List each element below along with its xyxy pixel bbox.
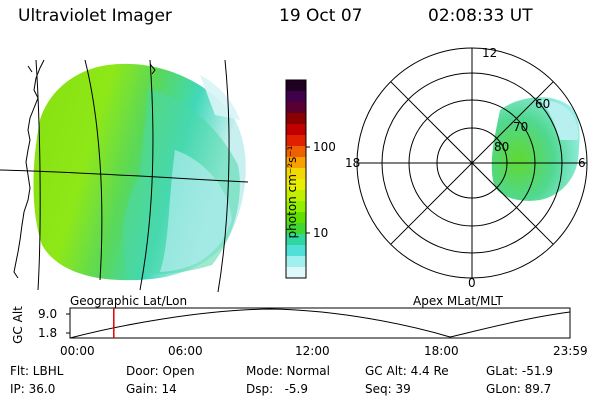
colorbar-segment xyxy=(286,124,306,136)
colorbar-segment xyxy=(286,146,306,158)
mlt-label-18: 18 xyxy=(345,156,361,170)
time-tick-0600: 06:00 xyxy=(168,344,203,358)
colorbar-segment xyxy=(286,245,306,257)
colorbar-segment xyxy=(286,234,306,246)
altitude-plot xyxy=(66,307,571,339)
colorbar-segment xyxy=(286,223,306,235)
colorbar-segment xyxy=(286,267,306,279)
geographic-grid xyxy=(0,59,249,293)
mlat-label-70: 70 xyxy=(513,120,529,134)
altitude-ylabel: GC Alt xyxy=(11,306,25,344)
instrument-title: Ultraviolet Imager xyxy=(18,6,172,26)
geographic-caption: Geographic Lat/Lon xyxy=(70,294,188,308)
colorbar-segment xyxy=(286,190,306,202)
altitude-ytick-max: 9.0 xyxy=(38,307,58,321)
mlt-label-6: 6 xyxy=(578,156,586,170)
coastline xyxy=(27,65,33,73)
gain-info: Gain: 14 xyxy=(126,382,177,396)
gc-alt-info: GC Alt: 4.4 Re xyxy=(365,364,449,378)
colorbar-segment xyxy=(286,91,306,103)
colorbar-segment xyxy=(286,168,306,180)
colorbar-segment xyxy=(286,113,306,125)
colorbar-segment xyxy=(286,157,306,169)
colorbar-label: photon cm⁻²s⁻¹ xyxy=(285,145,299,239)
ip-info: IP: 36.0 xyxy=(10,382,56,396)
coastline xyxy=(149,63,156,75)
mlt-label-12: 12 xyxy=(482,46,498,60)
mlt-label-0: 0 xyxy=(468,276,476,290)
colorbar-tick-100: 100 xyxy=(313,140,336,154)
colorbar-segment xyxy=(286,179,306,191)
mlat-label-60: 60 xyxy=(535,97,551,111)
glon-info: GLon: 89.7 xyxy=(486,382,552,396)
time-tick-2359: 23:59 xyxy=(553,344,588,358)
time-tick-0000: 00:00 xyxy=(60,344,95,358)
mlat-label-80: 80 xyxy=(494,140,510,154)
altitude-curve xyxy=(69,308,571,339)
colorbar-segment xyxy=(286,102,306,114)
seq-info: Seq: 39 xyxy=(365,382,411,396)
observation-date: 19 Oct 07 xyxy=(279,6,363,26)
colorbar-segment xyxy=(286,80,306,92)
time-tick-1200: 12:00 xyxy=(295,344,330,358)
door-info: Door: Open xyxy=(126,364,195,378)
filter-info: Flt: LBHL xyxy=(10,364,64,378)
coastline xyxy=(13,59,45,279)
glat-info: GLat: -51.9 xyxy=(486,364,553,378)
earth-disk-image xyxy=(33,63,246,281)
time-tick-1800: 18:00 xyxy=(424,344,459,358)
colorbar xyxy=(286,80,306,279)
dsp-info: Dsp: -5.9 xyxy=(246,382,309,396)
colorbar-segment xyxy=(286,256,306,268)
colorbar-tick-10: 10 xyxy=(313,226,329,240)
altitude-ytick-min: 1.8 xyxy=(38,326,58,340)
mode-info: Mode: Normal xyxy=(246,364,330,378)
colorbar-segment xyxy=(286,212,306,224)
magnetic-caption: Apex MLat/MLT xyxy=(413,294,503,308)
polar-plot xyxy=(356,47,588,279)
colorbar-segment xyxy=(286,135,306,147)
observation-time: 02:08:33 UT xyxy=(428,6,533,26)
colorbar-segment xyxy=(286,201,306,213)
